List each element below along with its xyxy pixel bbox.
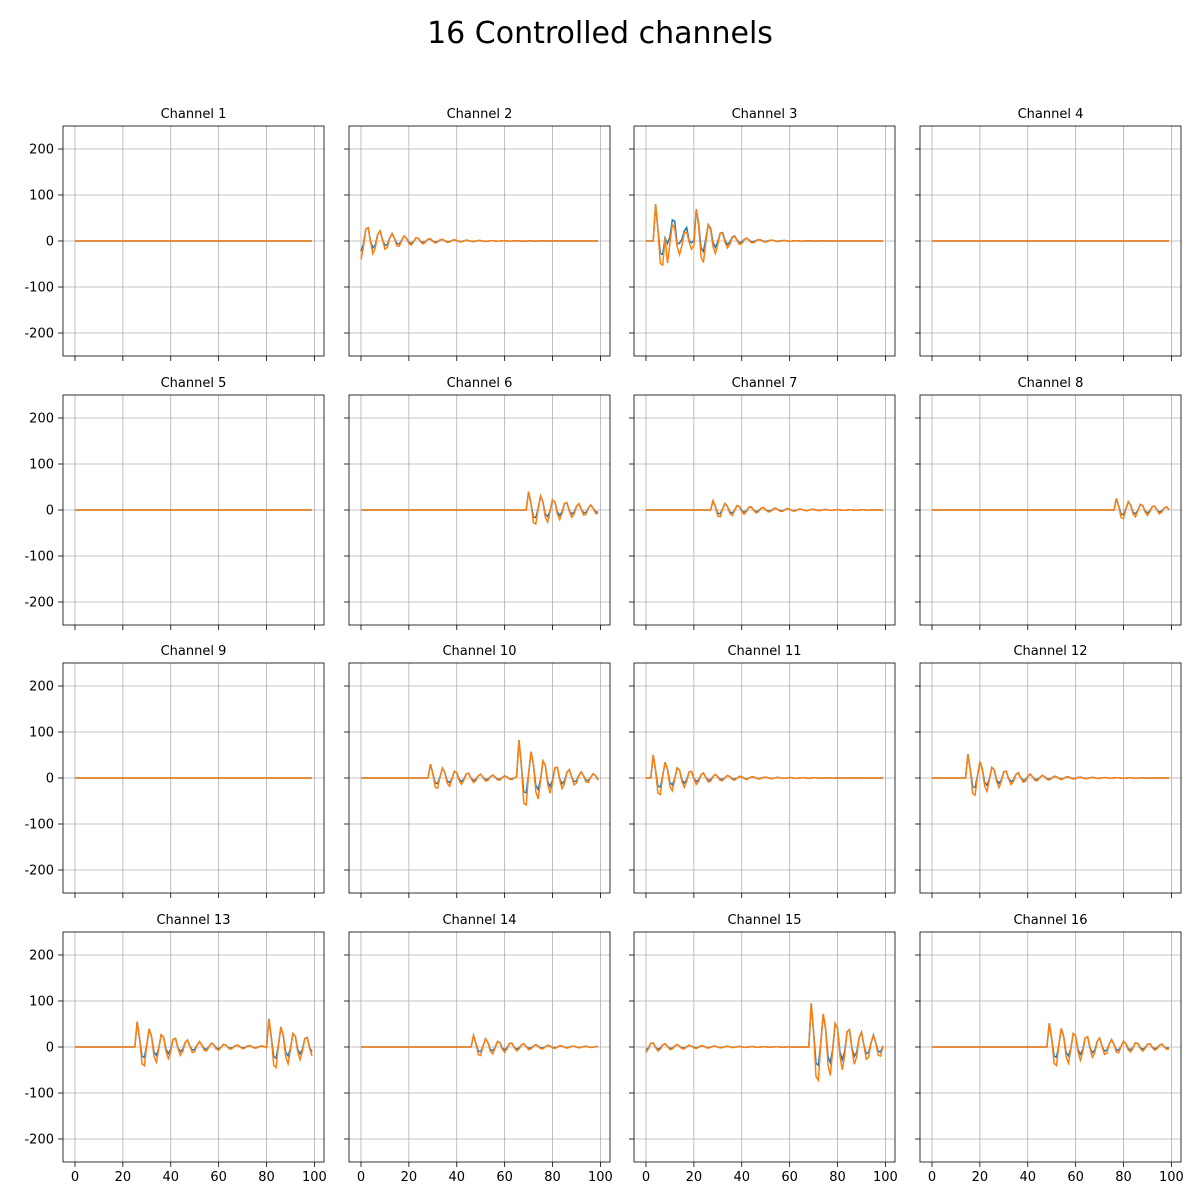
- y-tick-label: 0: [46, 235, 54, 250]
- y-tick-label: -200: [24, 596, 54, 611]
- panel-8: Channel 8: [915, 376, 1182, 630]
- x-tick-label: 100: [588, 1170, 613, 1185]
- y-tick-label: 100: [29, 189, 54, 204]
- y-tick-label: -200: [24, 1133, 54, 1148]
- y-tick-label: 100: [29, 726, 54, 741]
- x-tick-label: 20: [972, 1170, 989, 1185]
- panel-5: Channel 5 -200 -100 0 100 200: [24, 376, 325, 630]
- x-tick-label: 80: [1115, 1170, 1132, 1185]
- panel-title: Channel 9: [161, 644, 227, 659]
- panel-1: Channel 1 -200 -100 0 100 200: [24, 107, 325, 361]
- x-tick-label: 60: [496, 1170, 513, 1185]
- panel-title: Channel 8: [1018, 376, 1084, 391]
- x-tick-label: 80: [829, 1170, 846, 1185]
- panel-title: Channel 6: [447, 376, 513, 391]
- panel-4: Channel 4: [915, 107, 1182, 361]
- panel-12: Channel 12: [915, 644, 1182, 898]
- panel-11: Channel 11: [629, 644, 896, 898]
- y-tick-label: 0: [46, 772, 54, 787]
- x-tick-label: 20: [115, 1170, 132, 1185]
- panel-15: Channel 15 0 20 40 60 80 100: [629, 913, 898, 1185]
- panel-13: Channel 13 0 20 40 60 80 100 -200 -100 0 100 200: [24, 913, 326, 1185]
- x-tick-label: 100: [1159, 1170, 1184, 1185]
- panel-title: Channel 14: [442, 913, 516, 928]
- panel-14: Channel 14 0 20 40 60 80 100: [344, 913, 613, 1185]
- panel-title: Channel 4: [1018, 107, 1084, 122]
- panel-title: Channel 2: [447, 107, 513, 122]
- y-tick-label: 200: [29, 680, 54, 695]
- y-tick-label: 100: [29, 995, 54, 1010]
- y-tick-label: 200: [29, 949, 54, 964]
- y-tick-label: -100: [24, 550, 54, 565]
- x-tick-label: 40: [162, 1170, 179, 1185]
- controlled-series-line: [75, 1019, 313, 1070]
- x-tick-label: 0: [357, 1170, 365, 1185]
- panel-10: Channel 10: [344, 644, 611, 898]
- y-tick-label: 200: [29, 143, 54, 158]
- panel-title: Channel 12: [1013, 644, 1087, 659]
- controlled-series-line: [360, 226, 598, 260]
- reference-series-line: [646, 498, 884, 515]
- panel-title: Channel 3: [732, 107, 798, 122]
- controlled-series-line: [646, 754, 883, 796]
- x-tick-label: 60: [781, 1170, 798, 1185]
- controlled-series-line: [361, 740, 599, 807]
- x-tick-label: 60: [210, 1170, 227, 1185]
- controlled-series-line: [646, 204, 883, 267]
- x-tick-label: 80: [544, 1170, 561, 1185]
- panel-title: Channel 10: [442, 644, 516, 659]
- panel-6: Channel 6: [344, 376, 611, 630]
- reference-series-line: [932, 498, 1170, 516]
- y-tick-label: -200: [24, 327, 54, 342]
- panel-9: Channel 9 -200 -100 0 100 200: [24, 644, 325, 898]
- panel-2: Channel 2: [344, 107, 611, 361]
- reference-series-line: [361, 1032, 599, 1053]
- controlled-series-line: [932, 753, 1170, 797]
- y-tick-label: 0: [46, 1041, 54, 1056]
- controlled-series-line: [361, 1032, 599, 1057]
- panel-title: Channel 5: [161, 376, 227, 391]
- panel-title: Channel 13: [156, 913, 230, 928]
- y-tick-label: 200: [29, 412, 54, 427]
- panel-title: Channel 7: [732, 376, 798, 391]
- panel-title: Channel 1: [161, 107, 227, 122]
- y-tick-label: -100: [24, 1087, 54, 1102]
- panel-title: Channel 16: [1013, 913, 1087, 928]
- controlled-series-line: [645, 1003, 884, 1083]
- controlled-series-line: [932, 1022, 1170, 1068]
- x-tick-label: 40: [1019, 1170, 1036, 1185]
- x-tick-label: 40: [733, 1170, 750, 1185]
- panel-3: Channel 3: [629, 107, 896, 361]
- controlled-series-line: [646, 498, 883, 518]
- y-tick-label: -100: [24, 818, 54, 833]
- x-tick-label: 100: [302, 1170, 327, 1185]
- figure-title: 16 Controlled channels: [427, 16, 773, 51]
- panel-title: Channel 15: [727, 913, 801, 928]
- x-tick-label: 100: [873, 1170, 898, 1185]
- x-tick-label: 20: [401, 1170, 418, 1185]
- panel-title: Channel 11: [727, 644, 801, 659]
- controlled-series-line: [932, 498, 1170, 520]
- reference-series-line: [361, 740, 599, 794]
- reference-series-line: [360, 226, 598, 252]
- x-tick-label: 0: [71, 1170, 79, 1185]
- x-tick-label: 0: [642, 1170, 650, 1185]
- panel-7: Channel 7: [629, 376, 896, 630]
- controlled-series-line: [361, 491, 599, 526]
- y-tick-label: 0: [46, 504, 54, 519]
- x-tick-label: 60: [1067, 1170, 1084, 1185]
- x-tick-label: 0: [928, 1170, 936, 1185]
- x-tick-label: 40: [448, 1170, 465, 1185]
- panel-16: Channel 16 0 20 40 60 80 100: [915, 913, 1184, 1185]
- y-tick-label: -100: [24, 281, 54, 296]
- x-tick-label: 20: [686, 1170, 703, 1185]
- y-tick-label: -200: [24, 864, 54, 879]
- x-tick-label: 80: [258, 1170, 275, 1185]
- y-tick-label: 100: [29, 458, 54, 473]
